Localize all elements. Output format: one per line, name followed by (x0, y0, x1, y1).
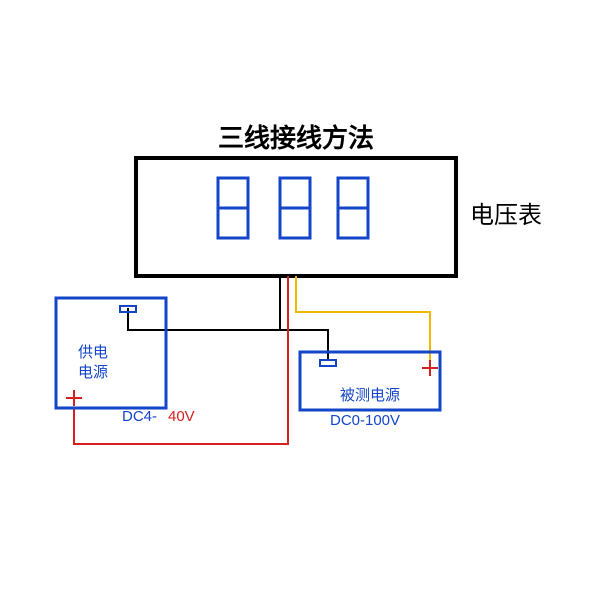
measured-neg-terminal (320, 360, 336, 366)
digit-displays (218, 178, 368, 238)
wire-black (128, 276, 280, 330)
measured-range-label: DC0-100V (330, 412, 400, 429)
wire-yellow (296, 276, 430, 360)
power-supply-box (56, 298, 166, 408)
measured-source-label: 被测电源 (340, 384, 400, 405)
diagram-title: 三线接线方法 (218, 118, 374, 155)
wiring-diagram (0, 0, 600, 600)
power-pos-terminal (66, 390, 82, 406)
power-supply-label: 供电 电源 (78, 343, 108, 382)
measured-pos-terminal (422, 360, 438, 376)
voltmeter-frame (136, 158, 456, 276)
power-range-prefix: DC4- (122, 408, 157, 425)
voltmeter-label: 电压表 (470, 195, 542, 230)
power-range-suffix: 40V (168, 408, 195, 425)
